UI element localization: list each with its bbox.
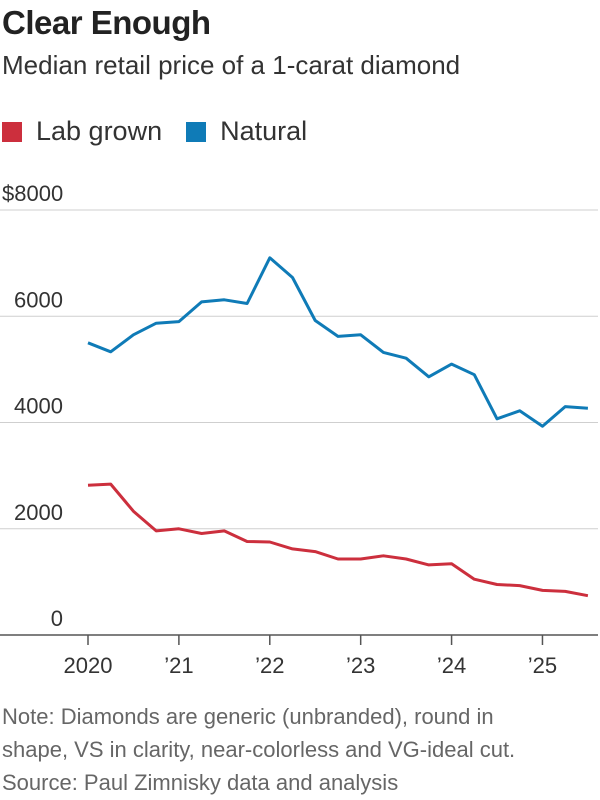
chart-note: Note: Diamonds are generic (unbranded), … [2,700,598,799]
legend-item-lab-grown: Lab grown [2,116,162,147]
x-tick-label-2023: ’23 [346,653,375,678]
series-line-lab-grown [87,482,589,598]
chart-title: Clear Enough [2,4,211,41]
legend-swatch-natural [186,121,207,142]
x-axis: 2020 ’21 ’22 ’23 ’24 ’25 [64,635,557,678]
source-line: Source: Paul Zimnisky data and analysis [2,770,399,795]
chart-subtitle: Median retail price of a 1-carat diamond [2,50,461,80]
note-line-1: Note: Diamonds are generic (unbranded), … [2,704,494,729]
note-line-2: shape, VS in clarity, near-colorless and… [2,737,516,762]
legend: Lab grown Natural [2,116,331,147]
y-tick-label-2000: 2000 [14,500,63,525]
y-tick-label-6000: 6000 [14,287,63,312]
series-line-natural [87,256,589,428]
series-lines [87,256,589,598]
legend-swatch-lab-grown [2,121,22,142]
x-tick-label-2025: ’25 [528,653,557,678]
y-tick-label-0: 0 [51,606,63,631]
x-tick-label-2022: ’22 [255,653,284,678]
gridlines: $8000 6000 4000 2000 0 [0,181,598,636]
legend-label-lab-grown: Lab grown [36,116,163,146]
x-tick-label-2020: 2020 [64,653,113,678]
x-tick-label-2021: ’21 [164,653,193,678]
legend-label-natural: Natural [220,116,308,146]
y-tick-label-4000: 4000 [14,394,63,419]
y-tick-label-8000: $8000 [2,181,63,206]
legend-item-natural: Natural [186,116,307,147]
x-tick-label-2024: ’24 [437,653,466,678]
